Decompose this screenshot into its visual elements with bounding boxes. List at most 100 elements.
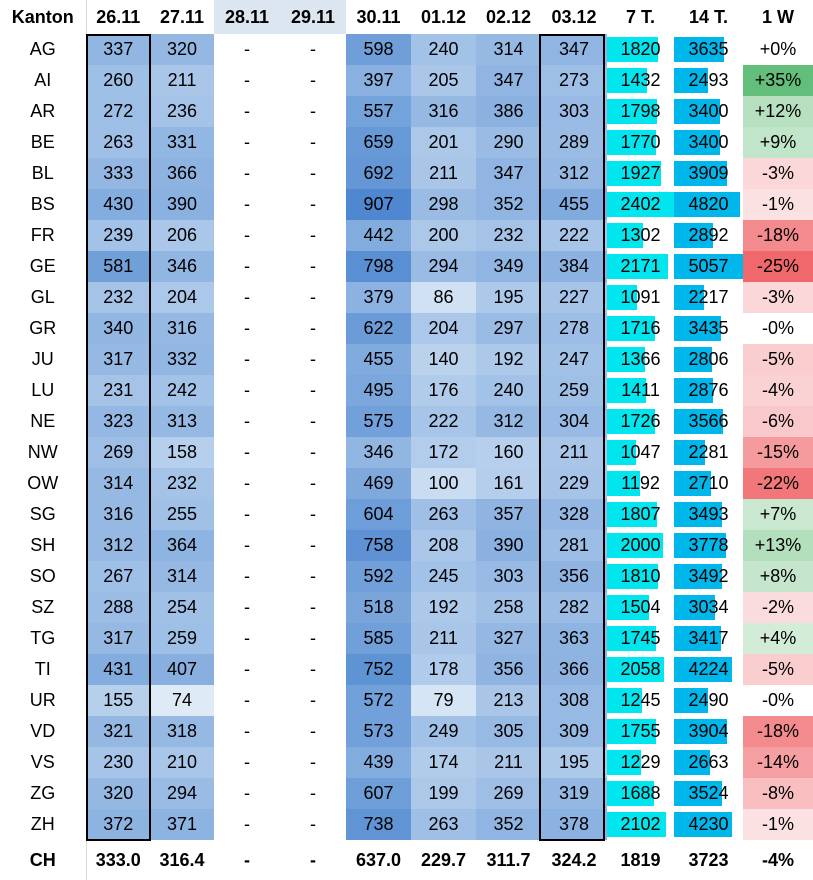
cell-01-12: 192: [411, 592, 476, 623]
bar-7-day-fill: [607, 471, 641, 496]
header-row: Kanton 26.11 27.11 28.11 29.11 30.11 01.12 02.1…: [0, 0, 813, 34]
cell-26-11: 337: [86, 34, 150, 65]
cell-01-12: 172: [411, 437, 476, 468]
table-row-sg: SG 316 255- -604 263 357 328 1807 3493 +7%: [0, 499, 813, 530]
cell-bar-14-day: 5057: [674, 251, 743, 282]
cell-27-11: 259: [150, 623, 214, 654]
cell-30-11: 573: [346, 716, 411, 747]
cell-26-11: 260: [86, 65, 150, 96]
bar-14-day-fill: [674, 564, 722, 589]
cell-weekly-change: -3%: [743, 158, 813, 189]
cell-26-11: 312: [86, 530, 150, 561]
cell-03-12: 319: [541, 778, 607, 809]
canton-name: AR: [0, 96, 87, 127]
cell-01-12: 176: [411, 375, 476, 406]
cell-27-11: 236: [150, 96, 214, 127]
bar-7-day-value: 1770: [620, 132, 661, 152]
bar-14-day-value: 3904: [688, 721, 729, 741]
bar-7-day-value: 1745: [620, 628, 661, 648]
cell-03-12: 328: [541, 499, 607, 530]
bar-14-day-fill: [674, 409, 723, 434]
cell-27-11: 206: [150, 220, 214, 251]
cell-03-12: 455: [541, 189, 607, 220]
bar-14-day-value: 3635: [688, 39, 729, 59]
cell-bar-14-day: 2892: [674, 220, 743, 251]
cell-bar-14-day: 3635: [674, 34, 743, 65]
cell-weekly-change: +4%: [743, 623, 813, 654]
cell-bar-7-day: 1245: [607, 685, 674, 716]
cell-bar-7-day: 1302: [607, 220, 674, 251]
cell-26-11: 581: [86, 251, 150, 282]
cell-01-12: 201: [411, 127, 476, 158]
cell-27-11: 210: [150, 747, 214, 778]
cell-30-11: 798: [346, 251, 411, 282]
canton-name: BE: [0, 127, 87, 158]
cell-27-11: 366: [150, 158, 214, 189]
cell-29-11: -: [280, 685, 346, 716]
bar-14-day-value: 3778: [688, 535, 729, 555]
bar-7-day-value: 1432: [620, 70, 661, 90]
cell-weekly-change: -1%: [743, 189, 813, 220]
bar-7-day-fill: [607, 719, 656, 744]
table-row-zh: ZH 372 371- -738 263 352 378 2102 4230 -1%: [0, 809, 813, 840]
bar-14-day-fill: [674, 781, 723, 806]
total-row: CH 333.0 316.4- -637.0 229.7 311.7 324.2 1819 37…: [0, 840, 813, 880]
cell-30-11: 592: [346, 561, 411, 592]
bar-14-day-value: 3435: [688, 318, 729, 338]
cell-30-11: 442: [346, 220, 411, 251]
bar-7-day-fill: [607, 657, 665, 682]
bar-7-day-value: 1366: [620, 349, 661, 369]
cell-26-11: 263: [86, 127, 150, 158]
canton-name: SH: [0, 530, 87, 561]
cell-02-12: 356: [476, 654, 541, 685]
cell-bar-14-day: 3909: [674, 158, 743, 189]
cell-26-11: 340: [86, 313, 150, 344]
cell-28-11: -: [214, 716, 280, 747]
table-row-vd: VD 321 318- -573 249 305 309 1755 3904 -18%: [0, 716, 813, 747]
cell-29-11: -: [280, 499, 346, 530]
cell-03-12: 312: [541, 158, 607, 189]
cell-02-12: 349: [476, 251, 541, 282]
cell-02-12: 297: [476, 313, 541, 344]
cell-weekly-change: +12%: [743, 96, 813, 127]
canton-name: TI: [0, 654, 87, 685]
cell-29-11: -: [280, 127, 346, 158]
bar-7-day-value: 1755: [620, 721, 661, 741]
bar-7-day-value: 1726: [620, 411, 661, 431]
cell-bar-14-day: 2281: [674, 437, 743, 468]
cell-03-12: 195: [541, 747, 607, 778]
cell-26-11: 323: [86, 406, 150, 437]
cell-27-11: 313: [150, 406, 214, 437]
cell-bar-7-day: 1716: [607, 313, 674, 344]
bar-14-day-value: 3909: [688, 163, 729, 183]
cell-02-12: 386: [476, 96, 541, 127]
cell-bar-7-day: 2000: [607, 530, 674, 561]
cell-28-11: -: [214, 499, 280, 530]
cell-30-11: 622: [346, 313, 411, 344]
bar-7-day-value: 1192: [621, 473, 660, 493]
cell-weekly-change: -25%: [743, 251, 813, 282]
cell-02-12: 327: [476, 623, 541, 654]
bar-14-day-value: 3524: [688, 783, 729, 803]
cell-03-12: 384: [541, 251, 607, 282]
cell-01-12: 205: [411, 65, 476, 96]
table-row-fr: FR 239 206- -442 200 232 222 1302 2892 -18%: [0, 220, 813, 251]
column-header-30-11: 30.11: [346, 0, 411, 34]
bar-7-day-value: 1927: [620, 163, 661, 183]
cell-bar-14-day: 3435: [674, 313, 743, 344]
bar-14-day-fill: [674, 316, 721, 341]
bar-7-day-value: 1810: [620, 566, 661, 586]
total-7-day: 1819: [607, 840, 674, 880]
cell-02-12: 352: [476, 809, 541, 840]
cell-01-12: 79: [411, 685, 476, 716]
cell-01-12: 100: [411, 468, 476, 499]
cell-26-11: 239: [86, 220, 150, 251]
cell-bar-14-day: 2710: [674, 468, 743, 499]
cell-27-11: 294: [150, 778, 214, 809]
cell-bar-14-day: 3034: [674, 592, 743, 623]
column-header-kanton: Kanton: [0, 0, 87, 34]
cell-bar-7-day: 1726: [607, 406, 674, 437]
bar-7-day-fill: [607, 750, 642, 775]
cell-27-11: 346: [150, 251, 214, 282]
bar-7-day-fill: [607, 409, 656, 434]
